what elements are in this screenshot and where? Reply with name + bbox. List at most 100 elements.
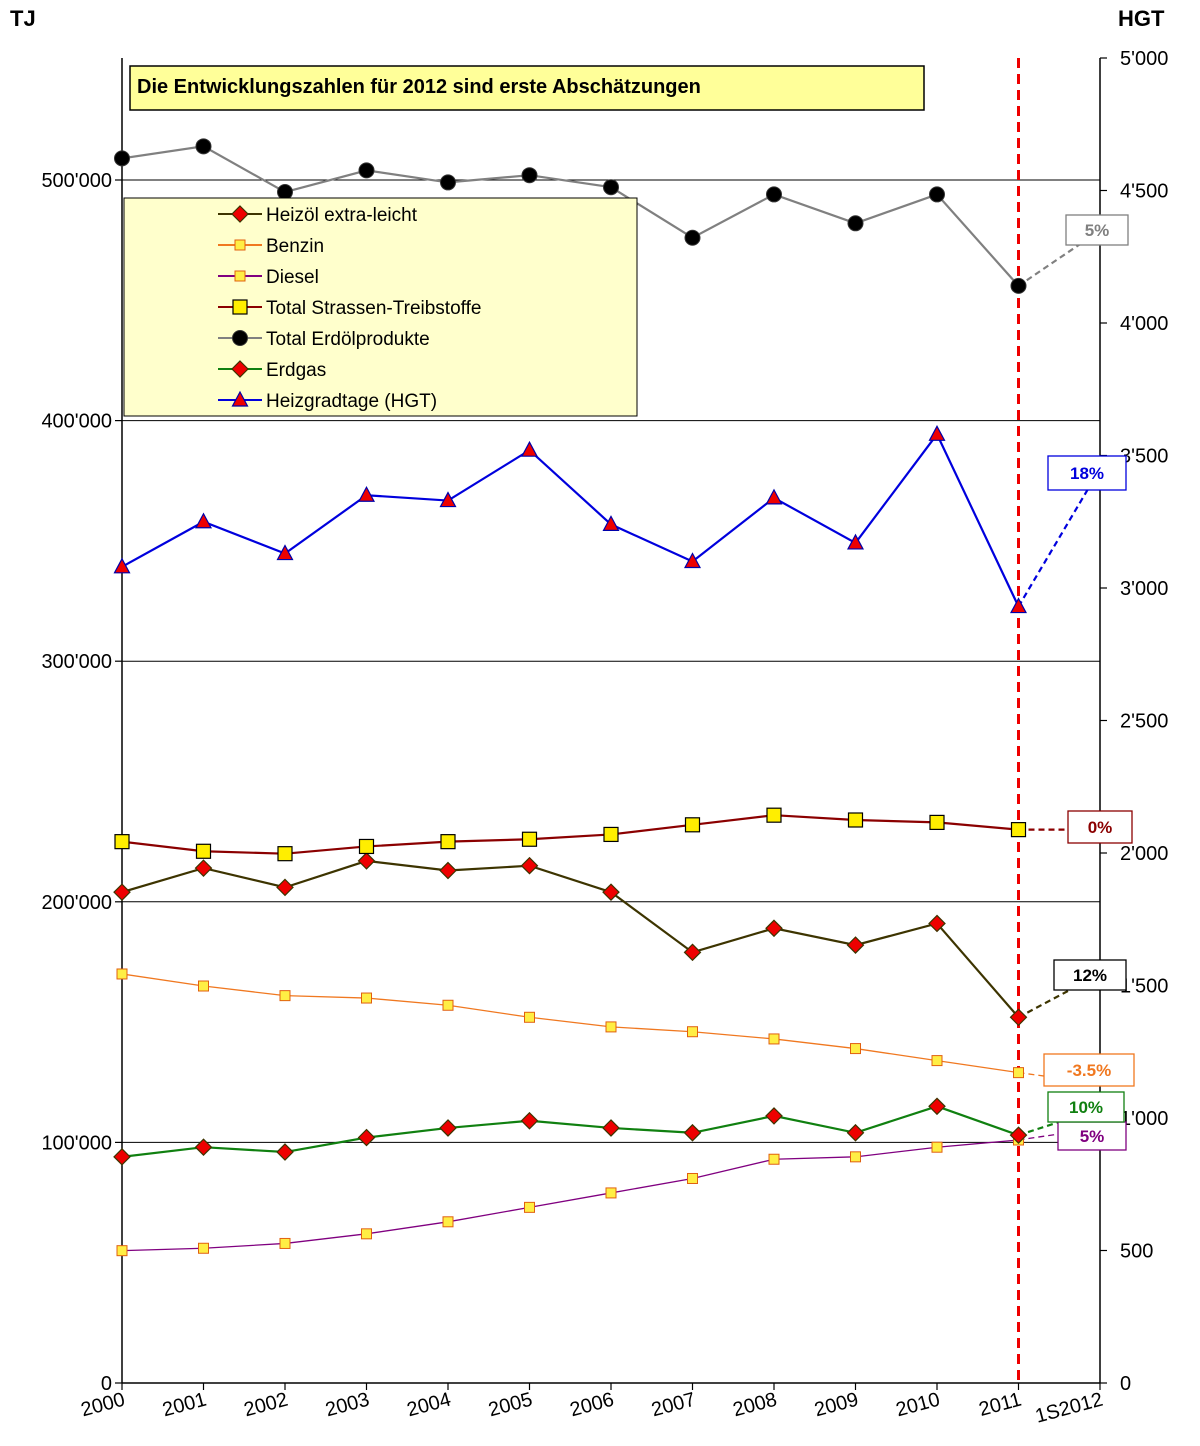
point-erdgas xyxy=(357,1128,376,1147)
legend-marker-total-erdolprodukte xyxy=(232,330,248,346)
point-diesel xyxy=(768,1153,780,1165)
point-heizgradtage-hgt xyxy=(276,544,294,561)
point-erdgas xyxy=(194,1138,213,1157)
point-erdgas xyxy=(765,1107,783,1125)
series-markers xyxy=(113,138,1028,1257)
point-total-erdolprodukte xyxy=(929,186,945,203)
point-total-strassen-treibstoffe xyxy=(684,817,701,833)
point-erdgas xyxy=(602,1119,620,1137)
legend-label-total-strassen-treibstoffe: Total Strassen-Treibstoffe xyxy=(266,298,481,319)
legend-label-erdgas: Erdgas xyxy=(266,360,326,381)
right-tick-label: 1'500 xyxy=(1120,976,1168,998)
right-tick-label: 0 xyxy=(1120,1373,1131,1395)
point-benzin xyxy=(687,1026,698,1038)
point-total-erdolprodukte xyxy=(766,186,782,203)
point-total-erdolprodukte xyxy=(114,150,130,167)
point-total-strassen-treibstoffe xyxy=(766,807,782,823)
point-heizol-extra-leicht xyxy=(439,861,457,880)
point-diesel xyxy=(279,1237,291,1249)
point-diesel xyxy=(116,1245,128,1257)
right-tick-label: 3'500 xyxy=(1120,446,1168,468)
change-label-diesel: 5% xyxy=(1080,1127,1105,1146)
series-line-total-strassen-treibstoffe xyxy=(121,814,1019,855)
point-heizol-extra-leicht xyxy=(113,883,131,902)
right-tick-label: 1'000 xyxy=(1120,1108,1168,1130)
point-benzin xyxy=(116,968,128,980)
point-benzin xyxy=(361,992,372,1004)
change-label-heizgradtage-hgt: 18% xyxy=(1070,464,1104,483)
legend-marker-benzin xyxy=(234,239,246,251)
note-box: Die Entwicklungszahlen für 2012 sind ers… xyxy=(129,65,925,111)
point-heizol-extra-leicht xyxy=(765,919,783,938)
point-erdgas xyxy=(113,1147,131,1166)
point-heizgradtage-hgt xyxy=(602,515,620,531)
point-heizgradtage-hgt xyxy=(928,425,946,441)
right-axis-ticks: 0 500 1'000 1'500 2'000 2'500 3'000 3'500 4'000 4… xyxy=(1100,48,1168,1395)
point-erdgas xyxy=(520,1111,539,1130)
series-line-benzin xyxy=(121,973,1019,1074)
change-label-box-heizol-extra-leicht xyxy=(1053,959,1127,991)
legend-label-diesel: Diesel xyxy=(266,267,319,288)
point-total-strassen-treibstoffe xyxy=(1010,822,1027,838)
point-total-strassen-treibstoffe xyxy=(929,814,945,831)
point-total-erdolprodukte xyxy=(521,167,538,184)
left-tick-label: 200'000 xyxy=(41,892,112,914)
point-benzin xyxy=(605,1021,617,1033)
change-label-box-benzin xyxy=(1043,1053,1135,1087)
x-tick-label: 2008 xyxy=(731,1389,780,1422)
point-heizol-extra-leicht xyxy=(194,859,213,877)
x-tick-label: 2011 xyxy=(977,1389,1024,1421)
point-diesel xyxy=(198,1242,209,1254)
point-benzin xyxy=(524,1011,535,1023)
change-label-total-strassen-treibstoffe: 0% xyxy=(1088,818,1113,837)
series-line-heizol-extra-leicht xyxy=(121,859,1020,1019)
right-tick-label: 500 xyxy=(1120,1241,1153,1263)
series-line-total-erdolprodukte xyxy=(121,145,1020,287)
x-tick-label: 2001 xyxy=(160,1389,209,1422)
point-heizol-extra-leicht xyxy=(520,856,539,875)
left-tick-label: 500'000 xyxy=(41,170,112,192)
point-heizol-extra-leicht xyxy=(602,883,620,902)
point-total-erdolprodukte xyxy=(603,179,619,196)
series-line-erdgas xyxy=(121,1105,1019,1158)
left-tick-label: 300'000 xyxy=(41,651,112,673)
point-diesel xyxy=(605,1187,617,1199)
point-benzin xyxy=(1013,1067,1024,1079)
point-heizol-extra-leicht xyxy=(683,943,702,962)
point-erdgas xyxy=(276,1143,294,1161)
note-text: Die Entwicklungszahlen für 2012 sind ers… xyxy=(137,76,701,98)
x-tick-label: 2010 xyxy=(894,1389,943,1422)
point-heizgradtage-hgt xyxy=(113,557,131,574)
point-erdgas xyxy=(439,1119,457,1137)
point-total-strassen-treibstoffe xyxy=(440,834,456,850)
legend-label-benzin: Benzin xyxy=(266,236,324,257)
point-total-erdolprodukte xyxy=(358,162,375,179)
point-erdgas xyxy=(683,1123,702,1142)
x-tick-label: 2000 xyxy=(79,1389,128,1422)
x-tick-label: 2003 xyxy=(323,1389,372,1422)
point-heizgradtage-hgt xyxy=(194,512,213,529)
change-label-total-erdolprodukte: 5% xyxy=(1085,221,1110,240)
point-total-erdolprodukte xyxy=(440,174,456,191)
right-axis-title: HGT xyxy=(1118,6,1165,31)
legend-marker-heizol-extra-leicht xyxy=(231,205,249,223)
point-heizol-extra-leicht xyxy=(928,914,946,933)
point-benzin xyxy=(279,990,291,1002)
x-tick-label: 2009 xyxy=(812,1389,861,1422)
left-tick-label: 100'000 xyxy=(41,1132,112,1154)
point-erdgas xyxy=(1009,1126,1028,1145)
change-label-heizol-extra-leicht: 12% xyxy=(1073,966,1107,985)
right-tick-label: 4'000 xyxy=(1120,313,1168,335)
point-heizgradtage-hgt xyxy=(520,440,539,457)
point-total-strassen-treibstoffe xyxy=(195,843,212,859)
change-label-box-total-erdolprodukte xyxy=(1065,214,1129,246)
legend-marker-total-strassen-treibstoffe xyxy=(232,299,248,315)
point-total-erdolprodukte xyxy=(847,215,864,232)
right-tick-label: 2'500 xyxy=(1120,711,1168,733)
x-tick-label: 2005 xyxy=(486,1389,535,1422)
legend-label-total-erdolprodukte: Total Erdölprodukte xyxy=(266,329,430,350)
projection-line-heizgradtage-hgt xyxy=(1017,468,1101,608)
point-diesel xyxy=(442,1216,454,1228)
point-total-strassen-treibstoffe xyxy=(277,846,293,862)
